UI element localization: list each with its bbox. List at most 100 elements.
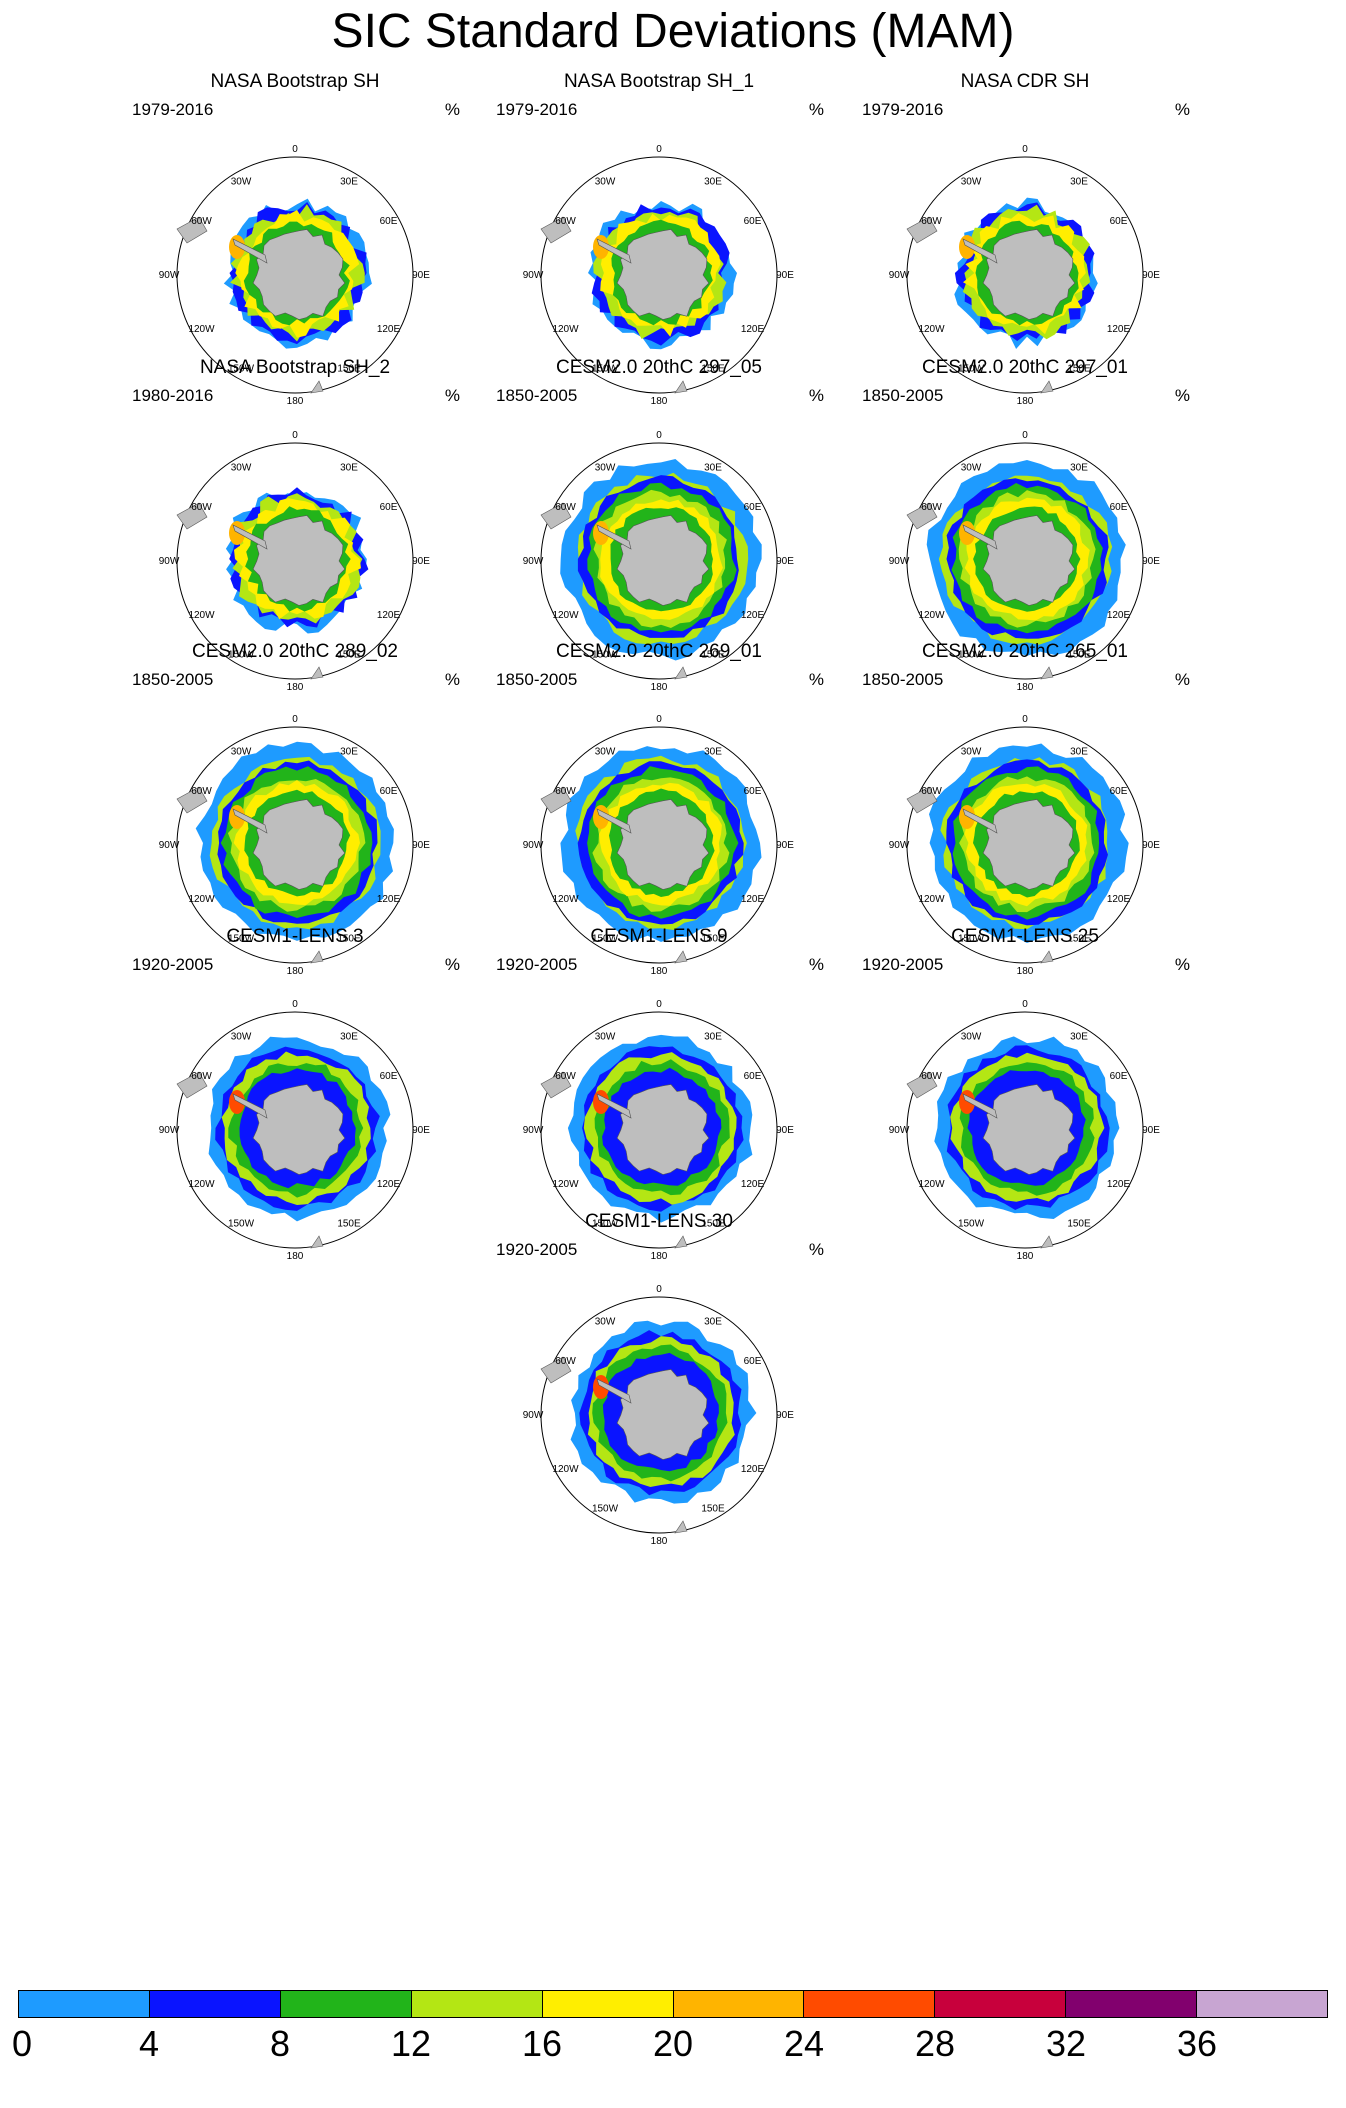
- longitude-label: 120E: [1107, 894, 1131, 905]
- sic-max-spot: [593, 1090, 609, 1114]
- longitude-label: 180: [651, 1536, 668, 1547]
- longitude-label: 120W: [188, 324, 215, 335]
- longitude-label: 0: [292, 430, 298, 441]
- new-zealand-landmass: [1040, 380, 1054, 394]
- longitude-label: 60E: [1110, 216, 1128, 227]
- antarctica-landmass: [616, 1369, 710, 1460]
- sic-max-spot: [593, 1375, 609, 1399]
- longitude-label: 60W: [191, 1071, 212, 1082]
- longitude-label: 150E: [701, 364, 725, 375]
- longitude-label: 150E: [1067, 934, 1091, 945]
- new-zealand-landmass: [674, 1520, 688, 1534]
- panel-years: 1980-2016: [132, 386, 214, 405]
- longitude-label: 120W: [552, 324, 579, 335]
- longitude-label: 60E: [744, 216, 762, 227]
- longitude-label: 120E: [1107, 1179, 1131, 1190]
- map-panel: NASA Bootstrap SH_1 1979-2016% 0 30E 60E 90E 1…: [474, 70, 844, 450]
- longitude-label: 150W: [228, 934, 255, 945]
- new-zealand-landmass: [674, 1235, 688, 1249]
- longitude-label: 90W: [159, 556, 180, 567]
- longitude-label: 30E: [704, 1032, 722, 1043]
- longitude-label: 90E: [776, 840, 794, 851]
- panel-units: %: [444, 386, 460, 405]
- antarctica-landmass: [982, 515, 1076, 606]
- longitude-label: 30W: [595, 177, 616, 188]
- longitude-label: 30E: [704, 747, 722, 758]
- sic-max-spot: [593, 805, 609, 829]
- panel-title: NASA Bootstrap SH_2: [199, 357, 391, 378]
- longitude-label: 90W: [523, 1410, 544, 1421]
- longitude-label: 90E: [412, 556, 430, 567]
- longitude-label: 0: [292, 714, 298, 725]
- longitude-label: 150E: [337, 1219, 361, 1230]
- colorbar-swatch: [935, 1991, 1067, 2017]
- polar-map: 0 30E 60E 90E 120E 150E 180 150W 120W 90W 60W 30W: [889, 999, 1161, 1262]
- map-panel: CESM2.0 20thC 289_02 1850-2005% 0 30E 60E 90E…: [110, 640, 480, 1020]
- longitude-label: 180: [287, 396, 304, 407]
- longitude-label: 90W: [523, 270, 544, 281]
- longitude-label: 60W: [191, 216, 212, 227]
- longitude-label: 60W: [191, 502, 212, 513]
- colorbar-swatch: [149, 1991, 281, 2017]
- antarctic-peninsula: [596, 808, 632, 834]
- longitude-label: 180: [287, 1251, 304, 1262]
- polar-map: 0 30E 60E 90E 120E 150E 180 150W 120W 90W 60W 30W: [889, 714, 1161, 977]
- longitude-label: 30W: [961, 177, 982, 188]
- longitude-label: 150W: [958, 650, 985, 661]
- longitude-label: 120E: [377, 324, 401, 335]
- panel-years: 1979-2016: [496, 100, 578, 119]
- south-america-landmass: [906, 502, 938, 530]
- south-america-landmass: [906, 216, 938, 244]
- longitude-label: 60E: [380, 502, 398, 513]
- colorbar-swatch: [1066, 1991, 1198, 2017]
- longitude-label: 30W: [231, 177, 252, 188]
- longitude-label: 60E: [380, 1071, 398, 1082]
- longitude-label: 30E: [1070, 1032, 1088, 1043]
- longitude-label: 150W: [958, 1219, 985, 1230]
- longitude-label: 0: [656, 430, 662, 441]
- longitude-label: 60E: [744, 1356, 762, 1367]
- antarctic-peninsula: [232, 238, 268, 264]
- panel-units: %: [808, 386, 824, 405]
- longitude-label: 180: [287, 682, 304, 693]
- longitude-label: 120E: [1107, 610, 1131, 621]
- longitude-label: 150E: [337, 934, 361, 945]
- map-panel: CESM2.0 20thC 297_05 1850-2005% 0 30E 60E 90E…: [474, 356, 844, 736]
- panel-years: 1979-2016: [132, 100, 214, 119]
- longitude-label: 120W: [188, 894, 215, 905]
- longitude-label: 60E: [380, 216, 398, 227]
- longitude-label: 60W: [921, 502, 942, 513]
- south-america-landmass: [176, 502, 208, 530]
- longitude-label: 150W: [592, 934, 619, 945]
- colorbar-swatch: [1197, 1991, 1328, 2017]
- south-america-landmass: [176, 786, 208, 814]
- longitude-label: 60W: [921, 1071, 942, 1082]
- longitude-label: 90E: [1142, 556, 1160, 567]
- new-zealand-landmass: [1040, 950, 1054, 964]
- panel-title: CESM2.0 20thC 297_01: [922, 357, 1128, 378]
- longitude-label: 120E: [1107, 324, 1131, 335]
- colorbar-swatch: [673, 1991, 805, 2017]
- antarctic-peninsula: [596, 524, 632, 550]
- longitude-label: 180: [1017, 966, 1034, 977]
- antarctica-landmass: [252, 229, 346, 320]
- panel-units: %: [808, 670, 824, 689]
- panel-title: NASA Bootstrap SH: [210, 71, 380, 92]
- longitude-label: 90W: [889, 270, 910, 281]
- longitude-label: 150E: [701, 650, 725, 661]
- longitude-label: 90E: [776, 1410, 794, 1421]
- longitude-label: 90W: [159, 1125, 180, 1136]
- panel-years: 1920-2005: [862, 955, 944, 974]
- panel-units: %: [444, 670, 460, 689]
- new-zealand-landmass: [674, 950, 688, 964]
- longitude-label: 180: [1017, 682, 1034, 693]
- antarctica-landmass: [616, 229, 710, 320]
- colorbar: [18, 1990, 1328, 2018]
- longitude-label: 150W: [592, 1504, 619, 1515]
- longitude-label: 90E: [1142, 1125, 1160, 1136]
- longitude-label: 60W: [555, 1356, 576, 1367]
- south-america-landmass: [540, 1071, 572, 1099]
- colorbar-tick-label: 24: [783, 2023, 825, 2064]
- sic-max-spot: [959, 805, 975, 829]
- longitude-label: 60E: [1110, 1071, 1128, 1082]
